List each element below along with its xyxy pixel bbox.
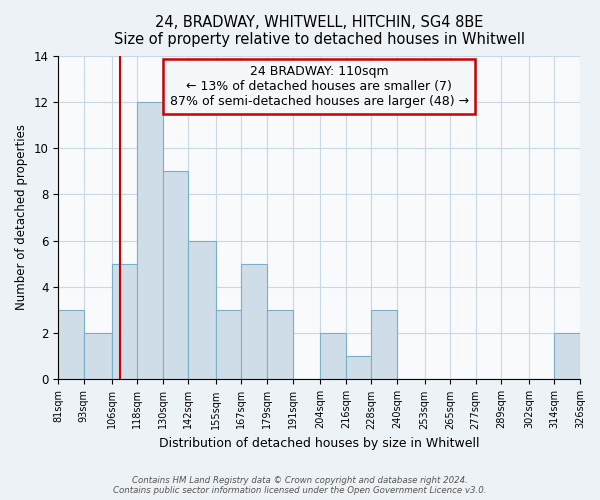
Title: 24, BRADWAY, WHITWELL, HITCHIN, SG4 8BE
Size of property relative to detached ho: 24, BRADWAY, WHITWELL, HITCHIN, SG4 8BE … (113, 15, 524, 48)
Text: 24 BRADWAY: 110sqm
← 13% of detached houses are smaller (7)
87% of semi-detached: 24 BRADWAY: 110sqm ← 13% of detached hou… (170, 65, 469, 108)
Bar (58, 310, 84, 380)
Bar (84, 333, 112, 380)
Bar (163, 171, 188, 380)
Bar (112, 264, 137, 380)
Bar (320, 333, 346, 380)
Bar (267, 310, 293, 380)
Bar (241, 264, 267, 380)
Bar (554, 333, 580, 380)
Bar (216, 310, 241, 380)
Bar (188, 240, 216, 380)
Bar (346, 356, 371, 380)
Bar (371, 310, 397, 380)
Text: Contains HM Land Registry data © Crown copyright and database right 2024.
Contai: Contains HM Land Registry data © Crown c… (113, 476, 487, 495)
Y-axis label: Number of detached properties: Number of detached properties (15, 124, 28, 310)
X-axis label: Distribution of detached houses by size in Whitwell: Distribution of detached houses by size … (159, 437, 479, 450)
Bar (137, 102, 163, 380)
